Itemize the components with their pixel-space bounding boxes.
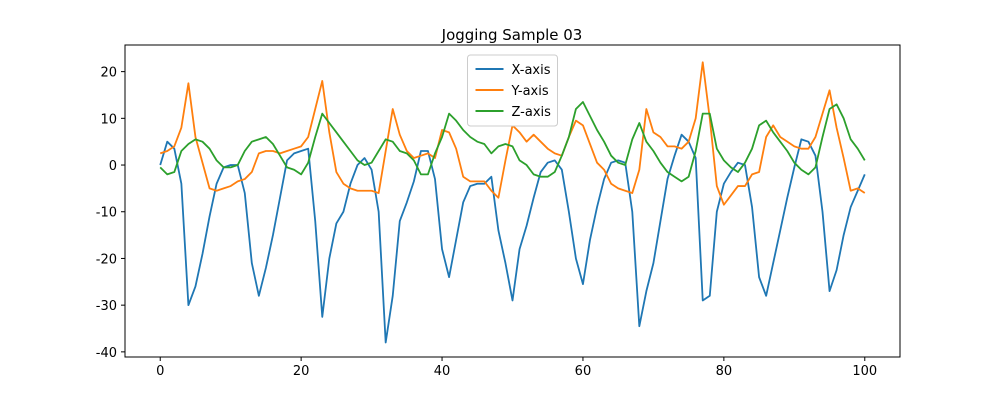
x-tick-label: 80 xyxy=(716,364,733,379)
legend-label: Z-axis xyxy=(512,105,552,120)
y-tick-label: 0 xyxy=(109,159,117,174)
y-tick-label: 10 xyxy=(100,112,117,127)
y-tick-label: -30 xyxy=(96,299,117,314)
y-tick-label: -20 xyxy=(96,252,117,267)
chart-title: Jogging Sample 03 xyxy=(441,26,583,44)
x-tick-label: 40 xyxy=(434,364,451,379)
x-tick-label: 20 xyxy=(293,364,310,379)
y-tick-label: -40 xyxy=(96,346,117,361)
legend-label: Y-axis xyxy=(511,84,549,99)
axes-frame xyxy=(124,44,901,358)
x-tick-label: 100 xyxy=(852,364,877,379)
x-tick-label: 0 xyxy=(156,364,164,379)
y-tick-label: 20 xyxy=(100,66,117,81)
series-line xyxy=(159,101,866,183)
x-tick-label: 60 xyxy=(575,364,592,379)
series-line xyxy=(159,133,866,344)
legend-box xyxy=(467,54,558,127)
legend-label: X-axis xyxy=(512,63,551,78)
y-tick-label: -10 xyxy=(96,206,117,221)
